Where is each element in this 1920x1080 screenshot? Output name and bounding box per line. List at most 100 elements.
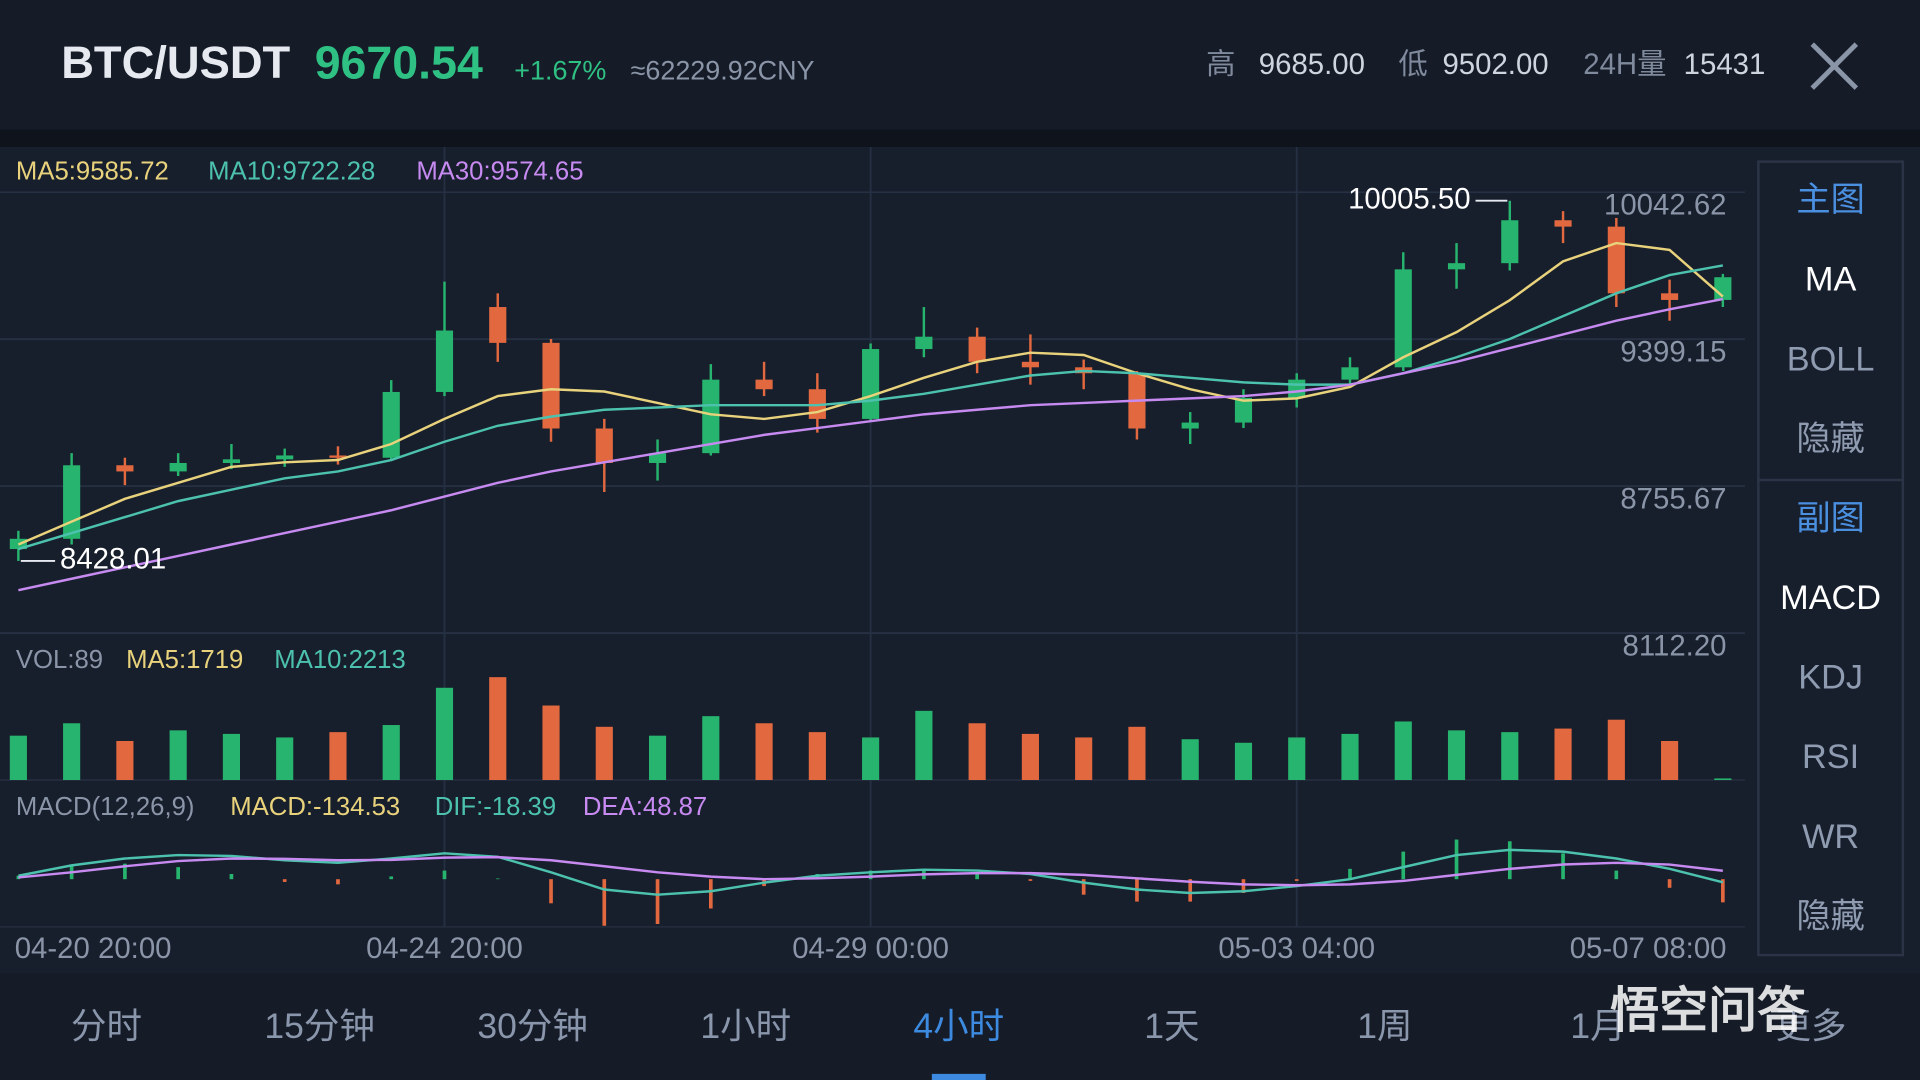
volume-legend: VOL:89 [16,646,103,674]
change: +1.67% [514,55,606,85]
macd-hist-legend: MACD:-134.53 [230,793,400,821]
x-tick-label: 05-03 04:00 [1218,932,1375,965]
x-tick-label: 04-29 00:00 [792,932,949,965]
candle-body [542,342,560,429]
stat-value: 9502.00 [1442,48,1548,81]
stat-value: 15431 [1684,48,1766,81]
timeframe-tab[interactable]: 4小时 [913,1006,1004,1046]
x-tick-label: 04-24 20:00 [366,932,523,965]
x-tick-label: 04-20 20:00 [15,932,172,965]
candle-body [63,465,81,539]
sidebar-item[interactable]: MA [1805,261,1857,299]
volume-bar [1288,737,1306,780]
y-tick-label: 9399.15 [1620,336,1726,369]
candle-body [276,455,294,460]
sidebar-item[interactable]: WR [1802,818,1859,856]
x-tick-label: 05-07 08:00 [1570,932,1727,965]
stat-label: 24H量 [1583,48,1666,81]
timeframe-tab[interactable]: 分时 [71,1006,142,1046]
macd-line [18,848,1724,896]
close-button[interactable] [1810,42,1859,90]
candle-body [1234,397,1253,423]
y-tick-label: 10042.62 [1604,189,1727,222]
timeframe-tab[interactable]: 1月 [1570,1006,1625,1046]
timeframe-tab[interactable]: 1小时 [700,1006,791,1046]
macd-line-legend: DEA:48.87 [583,793,707,821]
ma-line [18,297,1724,592]
sidebar-item[interactable]: KDJ [1798,659,1863,697]
macd-line [18,855,1723,887]
candle-body [169,462,187,472]
volume-bar [862,737,880,780]
header-bar [0,0,1920,130]
candle-body [489,307,507,343]
timeframe-tab[interactable]: 30分钟 [477,1006,588,1046]
sidebar-item[interactable]: RSI [1802,738,1859,776]
volume-bar [1607,719,1625,780]
volume-bar [542,705,560,780]
volume-bar [968,723,986,780]
volume-bar [1181,739,1199,780]
candle-body [1501,220,1519,264]
volume-bar [915,710,933,780]
sidebar-frame [1757,160,1905,957]
volume-bar [222,733,240,780]
candle-body [1341,367,1359,380]
y-tick-label: 8112.20 [1623,630,1727,663]
volume-bar [1661,740,1679,780]
volume-bar [808,732,826,780]
candle-body [755,379,773,390]
candle-body [915,336,933,350]
volume-bar [435,687,454,780]
timeframe-tab[interactable]: 1天 [1144,1006,1199,1046]
timeframe-tab[interactable]: 1周 [1357,1006,1412,1046]
macd-line-legend: DIF:-18.39 [435,793,556,821]
high-label: 10005.50 [1348,182,1471,215]
last-price: 9670.54 [315,36,483,88]
sidebar-item[interactable]: MACD [1780,579,1881,617]
candle-body [648,453,667,463]
volume-bar [1714,778,1732,780]
volume-bar [1234,742,1253,780]
sidebar-item[interactable]: BOLL [1787,340,1875,378]
candle-body [1394,269,1412,368]
ma-legend: MA10:9722.28 [208,157,375,185]
candle-body [595,428,613,463]
volume-bar [1501,732,1519,780]
timeframe-tab[interactable]: 15分钟 [264,1006,375,1046]
volume-bar [116,740,134,780]
volume-bar [1394,721,1412,780]
volume-bar [489,677,507,780]
volume-bar [329,732,347,780]
candle-body [1607,226,1625,294]
candle-body [329,455,347,458]
y-tick-label: 8755.67 [1620,483,1726,516]
candle-body [222,459,240,463]
volume-bar [1447,730,1466,780]
volume-bar [1075,737,1093,780]
candle-body [1288,379,1306,398]
volume-bar [1341,733,1359,780]
candle-body [116,465,134,472]
sidebar-item[interactable]: 隐藏 [1796,420,1865,458]
ma-line [18,264,1724,551]
candle-body [1181,422,1199,429]
ma-line [17,241,1724,546]
timeframe-tab[interactable]: 更多 [1776,1006,1847,1046]
active-tab-indicator [931,1073,986,1080]
volume-ma-legend: MA10:2213 [274,646,405,674]
sidebar-item[interactable]: 隐藏 [1796,897,1865,935]
sidebar-title: 副图 [1796,499,1865,537]
volume-bar [1021,733,1039,780]
candle-body [702,379,720,454]
ma-legend: MA30:9574.65 [416,157,583,185]
candle-body [862,349,880,419]
stat-label: 低 [1398,48,1427,81]
volume-bar [1554,728,1572,780]
cny-price: ≈62229.92CNY [631,55,815,85]
candle-body [1554,220,1572,227]
volume-bar [595,726,613,780]
